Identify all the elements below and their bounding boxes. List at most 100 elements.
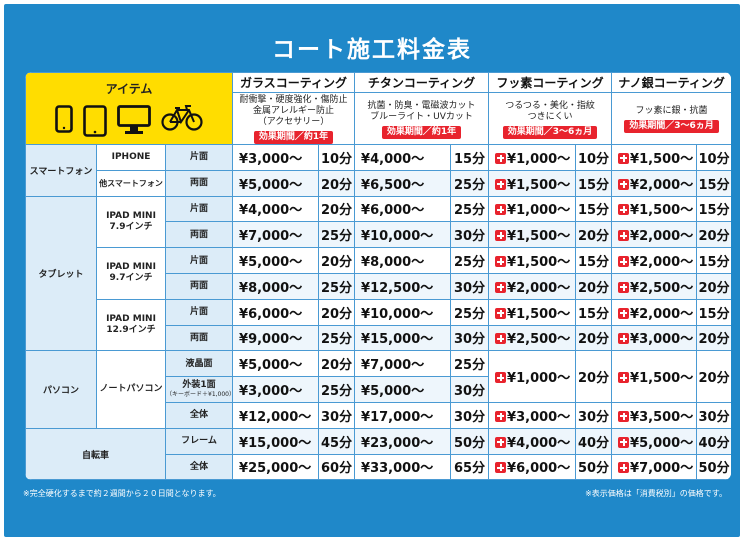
price-cell: ¥6,000～ xyxy=(232,298,320,326)
side-label-text: 両面 xyxy=(190,229,209,240)
time-cell: 30分 xyxy=(450,324,490,352)
side-label: フレーム xyxy=(164,427,234,455)
price-cell: ¥1,500～ xyxy=(488,247,577,274)
price-cell: ¥12,500～ xyxy=(354,272,452,300)
table-row: 全体 ¥12,000～ 30分 ¥17,000～ 30分 ¥3,000～ 30分 ¥3,500… xyxy=(26,401,731,429)
plus-icon xyxy=(618,410,630,422)
time-cell: 15分 xyxy=(696,247,731,274)
side-label-text: 片面 xyxy=(190,307,209,318)
side-label: 片面 xyxy=(164,247,234,274)
price-value: ¥15,000～ xyxy=(239,435,312,451)
category-bicycle: 自転車 xyxy=(25,427,166,480)
desc-line: つきにくい xyxy=(527,111,573,122)
device-icons xyxy=(27,105,232,137)
page-title: コート施工料金表 xyxy=(272,37,472,63)
plus-icon xyxy=(618,256,630,268)
effect-badge: 効果期間／3～6ヵ月 xyxy=(502,125,598,139)
time-cell: 20分 xyxy=(696,272,731,300)
bicycle-icon xyxy=(161,105,203,137)
price-cell: ¥8,000～ xyxy=(354,247,452,274)
time-cell: 30分 xyxy=(575,401,613,429)
price-value: ¥2,000～ xyxy=(630,229,694,245)
plus-icon xyxy=(495,230,507,242)
price-cell: ¥15,000～ xyxy=(354,324,452,352)
price-cell: ¥10,000～ xyxy=(354,298,452,326)
price-value: ¥25,000～ xyxy=(239,461,312,477)
note-curing: ※完全硬化するまで約２週間から２０日間となります。 xyxy=(23,489,221,498)
price-cell: ¥12,000～ xyxy=(232,401,320,429)
time-cell: 20分 xyxy=(575,350,613,403)
time-cell: 15分 xyxy=(696,195,731,223)
price-cell: ¥3,000～ xyxy=(488,401,577,429)
price-cell: ¥2,000～ xyxy=(611,221,698,249)
price-value: ¥17,000～ xyxy=(361,409,434,425)
side-label: 液晶面 xyxy=(164,350,234,378)
price-value: ¥5,000～ xyxy=(630,435,694,451)
price-value: ¥3,000～ xyxy=(507,409,571,425)
plus-icon xyxy=(495,410,507,422)
time-cell: 30分 xyxy=(450,376,490,403)
time-cell: 30分 xyxy=(318,401,356,429)
price-cell: ¥1,500～ xyxy=(488,298,577,326)
price-value: ¥1,000～ xyxy=(507,371,571,387)
price-value: ¥1,500～ xyxy=(630,371,694,387)
device-name: ノートパソコン xyxy=(96,350,166,429)
price-cell: ¥10,000～ xyxy=(354,221,452,249)
coating-name-titanium: チタンコーティング xyxy=(354,72,490,93)
time-cell: 30分 xyxy=(450,401,490,429)
coating-desc-fluorine: つるつる・美化・指紋 つきにくい 効果期間／3～6ヵ月 xyxy=(488,92,613,145)
time-cell: 40分 xyxy=(575,427,613,455)
table-row: タブレット IPAD MINI 7.9インチ 片面 ¥4,000～ 20分 ¥6,000～… xyxy=(25,195,731,352)
price-cell: ¥3,500～ xyxy=(611,401,698,429)
plus-icon xyxy=(618,204,630,216)
item-header: アイテム xyxy=(25,72,234,145)
price-value: ¥3,000～ xyxy=(630,332,694,348)
price-value: ¥1,500～ xyxy=(630,151,694,167)
plus-icon xyxy=(495,281,507,293)
price-value: ¥7,000～ xyxy=(361,358,425,374)
price-cell: ¥1,000～ xyxy=(488,195,577,223)
side-label-note: （キーボード＋¥1,000） xyxy=(166,390,233,398)
side-label: 全体 xyxy=(164,401,234,429)
price-value: ¥4,000～ xyxy=(239,203,303,219)
price-value: ¥2,000～ xyxy=(630,177,694,193)
time-cell: 40分 xyxy=(696,427,731,455)
price-cell: ¥1,500～ xyxy=(611,195,698,223)
price-value: ¥6,500～ xyxy=(361,177,425,193)
price-cell: ¥25,000～ xyxy=(232,453,320,480)
time-cell: 25分 xyxy=(318,221,356,249)
price-rows: スマートフォン IPHONE 片面 ¥3,000～ 10分 ¥4,000～ 15分 ¥1,00… xyxy=(25,144,731,480)
device-name: IPAD MINI 7.9インチ xyxy=(96,195,166,249)
time-cell: 20分 xyxy=(318,195,356,223)
time-cell: 25分 xyxy=(450,169,490,197)
price-cell: ¥2,000～ xyxy=(611,298,698,326)
plus-icon xyxy=(495,256,507,268)
table-row: 両面 ¥9,000～ 25分 ¥15,000～ 30分 ¥2,500～ 20分 ¥3,000～… xyxy=(26,324,731,352)
plus-icon xyxy=(495,204,507,216)
side-label: 両面 xyxy=(164,221,234,249)
price-value: ¥1,000～ xyxy=(507,203,571,219)
price-cell: ¥3,000～ xyxy=(232,144,320,171)
time-cell: 25分 xyxy=(450,298,490,326)
price-cell: ¥23,000～ xyxy=(354,427,452,455)
price-value: ¥2,000～ xyxy=(507,280,571,296)
price-cell: ¥2,500～ xyxy=(611,272,698,300)
coating-name-nano-silver: ナノ銀コーティング xyxy=(611,72,731,93)
time-cell: 20分 xyxy=(318,247,356,274)
price-value: ¥4,000～ xyxy=(507,435,571,451)
time-cell: 15分 xyxy=(575,169,613,197)
price-board: コート施工料金表 アイテム xyxy=(4,4,740,537)
price-table-wrap: アイテム xyxy=(25,72,731,480)
price-value: ¥7,000～ xyxy=(239,229,303,245)
time-cell: 65分 xyxy=(450,453,490,480)
time-cell: 15分 xyxy=(575,247,613,274)
coating-name-fluorine: フッ素コーティング xyxy=(488,72,613,93)
price-cell: ¥7,000～ xyxy=(354,350,452,378)
price-cell: ¥1,500～ xyxy=(611,144,698,171)
price-cell: ¥2,500～ xyxy=(488,324,577,352)
table-row: 他スマートフォン 両面 ¥5,000～ 20分 ¥6,500～ 25分 ¥1,500～ 15分… xyxy=(26,169,731,197)
effect-badge: 効果期間／約1年 xyxy=(381,125,462,139)
price-cell: ¥2,000～ xyxy=(611,247,698,274)
table-row: IPAD MINI 9.7インチ 片面 ¥5,000～ 20分 ¥8,000～ 25分 ¥1… xyxy=(26,247,731,300)
time-cell: 50分 xyxy=(696,453,731,480)
